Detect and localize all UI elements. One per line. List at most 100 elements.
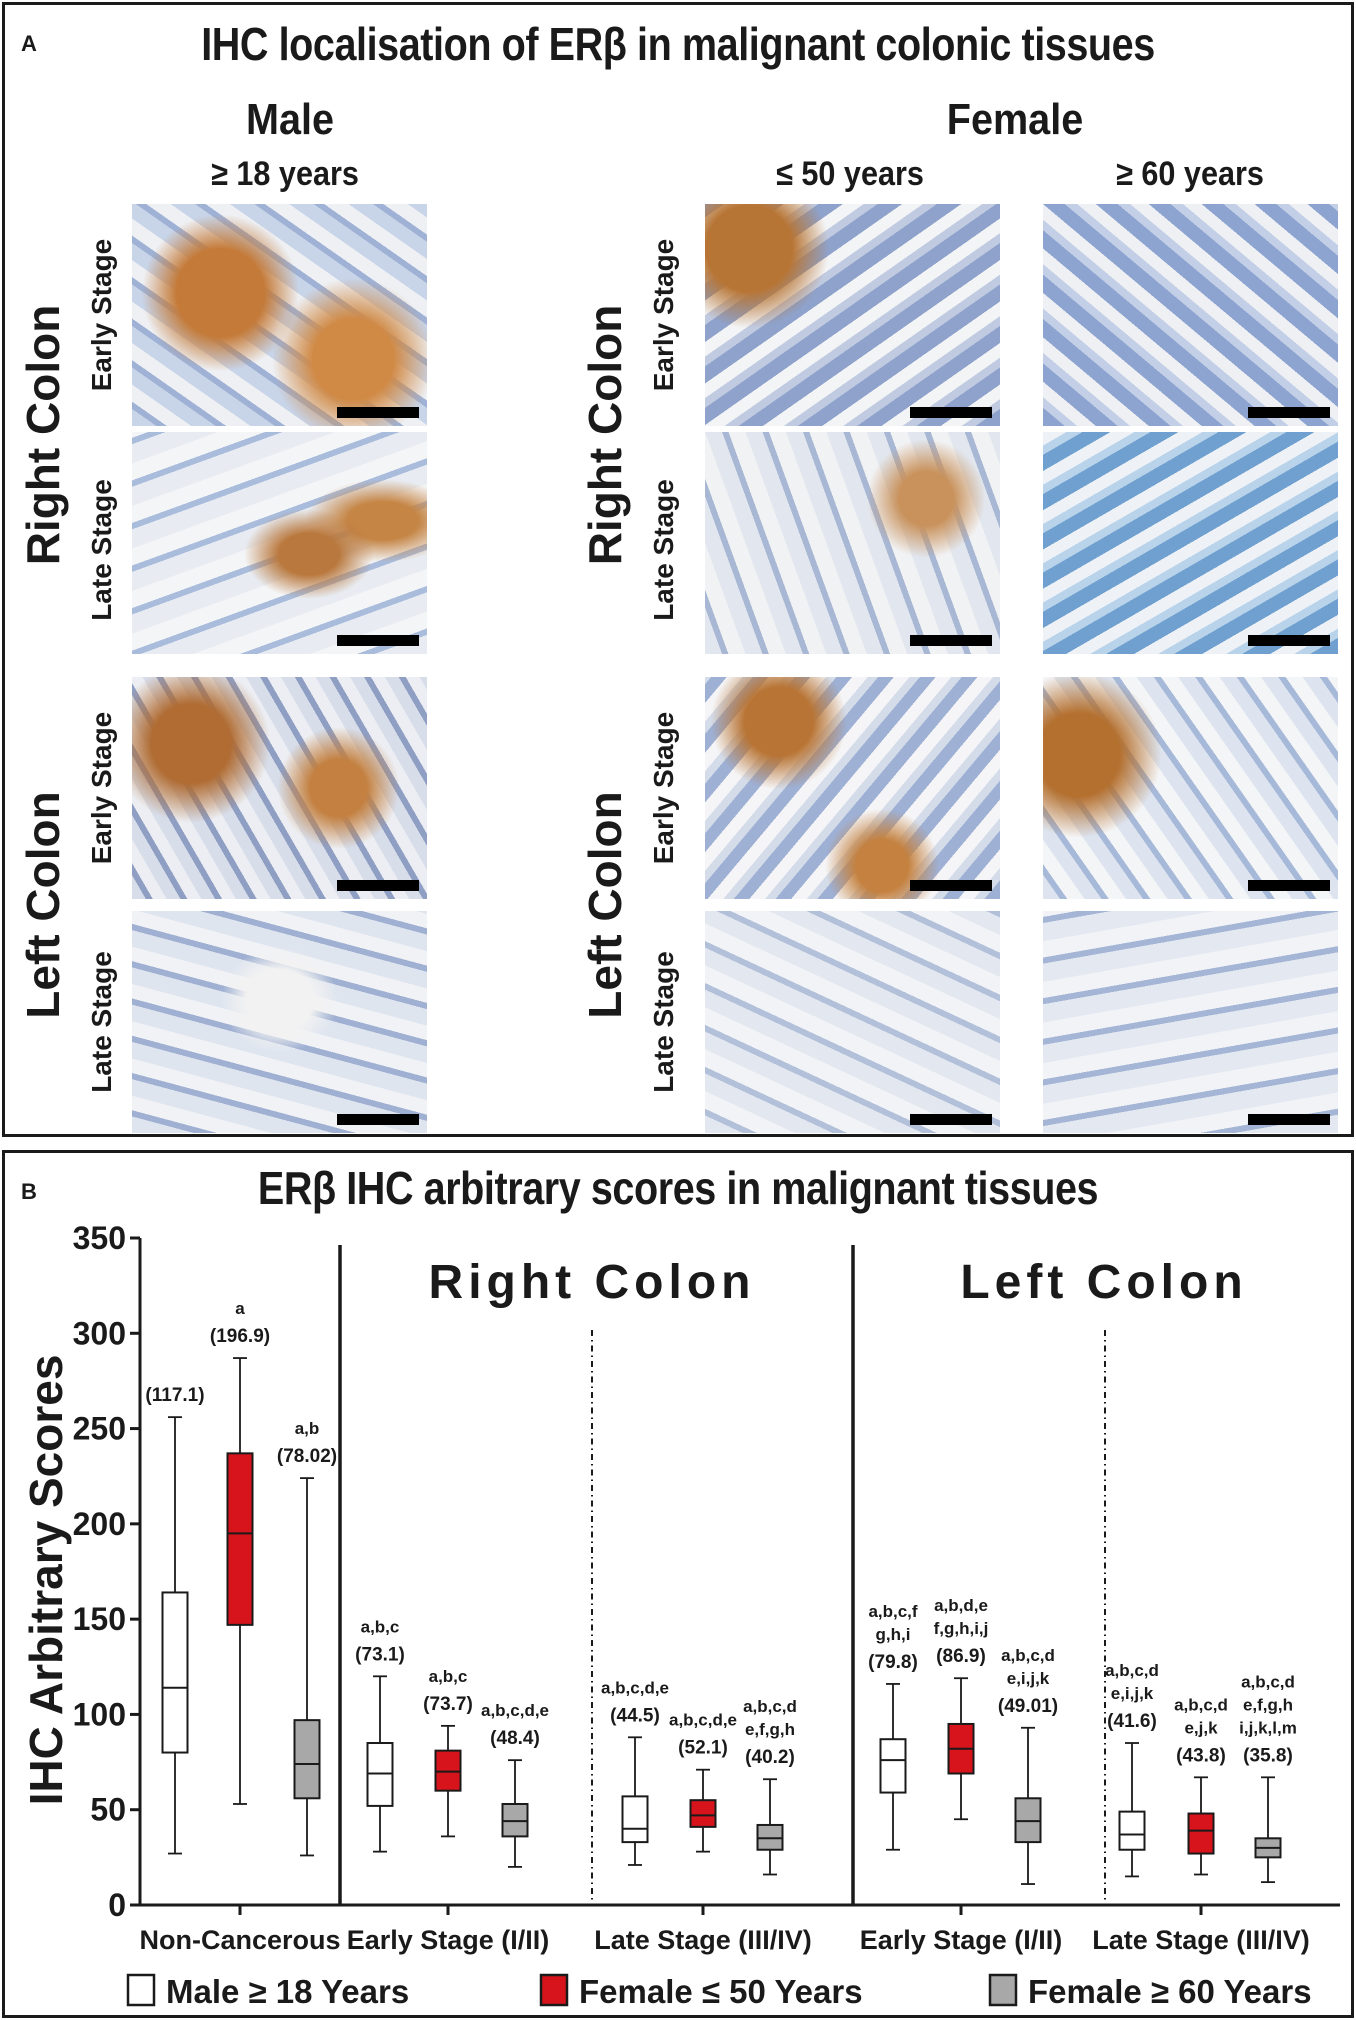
scale-bar [337, 1114, 419, 1125]
mean-label: (78.02) [277, 1446, 337, 1467]
box-female_young-4: (43.8) a,b,c,d e,j,k [1174, 1695, 1228, 1876]
box-iqr [879, 1738, 907, 1794]
region-left-colon-label: Left Colon [960, 1256, 1247, 1309]
mean-label: (48.4) [490, 1728, 540, 1749]
mean-label: (35.8) [1243, 1745, 1293, 1766]
box-iqr [293, 1719, 321, 1800]
scale-bar [910, 635, 992, 646]
scale-bar [1248, 407, 1330, 418]
significance-label: a,b,c,d [743, 1697, 797, 1716]
female-age-young-label: ≤ 50 years [776, 155, 924, 193]
scale-bar [1248, 880, 1330, 891]
panel-b-title: ERβ IHC arbitrary scores in malignant ti… [257, 1162, 1099, 1214]
mean-label: (49.01) [998, 1696, 1058, 1717]
x-tick-label: Early Stage (I/II) [347, 1925, 550, 1955]
panel-b-letter: B [21, 1179, 37, 1204]
panel-a-letter: A [21, 31, 37, 56]
mean-label: (41.6) [1107, 1711, 1157, 1732]
x-tick-label: Early Stage (I/II) [860, 1925, 1063, 1955]
significance-label: a,b,c,d [1001, 1646, 1055, 1665]
box-iqr [621, 1795, 649, 1844]
y-axis-label: IHC Arbitrary Scores [20, 1355, 72, 1806]
legend-swatch-male [126, 1973, 156, 2007]
micrograph-female-young-right-early [705, 204, 1000, 426]
box-female_old-3: (49.01) a,b,c,d e,i,j,k [998, 1646, 1058, 1885]
significance-label: a,b,c,f [868, 1602, 917, 1621]
significance-label: a,b,d,e [934, 1596, 988, 1615]
mean-label: (40.2) [745, 1747, 795, 1768]
significance-label: a,b,c,d,e [669, 1711, 737, 1730]
significance-label: e,i,j,k [1111, 1684, 1154, 1703]
male-header: Male [245, 95, 335, 144]
scale-bar [337, 880, 419, 891]
y-tick-label: 300 [73, 1315, 126, 1351]
scale-bar [1248, 1114, 1330, 1125]
micrograph-female-old-right-late [1043, 432, 1338, 654]
box-iqr [1118, 1810, 1146, 1851]
significance-label: e,i,j,k [1007, 1669, 1050, 1688]
significance-label: a,b,c,d [1105, 1661, 1159, 1680]
micrograph-male-left-early [132, 677, 427, 899]
micrograph-female-young-left-early [705, 677, 1000, 899]
scale-bar [1248, 635, 1330, 646]
box-female_old-2: (40.2) a,b,c,d e,f,g,h [743, 1697, 797, 1876]
box-male-0: (117.1) [145, 1385, 205, 1855]
female-header: Female [946, 95, 1084, 144]
mean-label: (73.7) [423, 1694, 473, 1715]
y-tick-label: 50 [90, 1792, 126, 1828]
significance-label: a,b,c [361, 1617, 400, 1636]
scale-bar [337, 635, 419, 646]
significance-label: e,j,k [1184, 1718, 1218, 1737]
significance-label: a,b,c,d,e [601, 1678, 669, 1697]
significance-label: e,f,g,h [1243, 1695, 1293, 1714]
significance-label: a,b,c,d,e [481, 1701, 549, 1720]
legend-label-male: Male ≥ 18 Years [166, 1973, 409, 2010]
box-male-2: (44.5) a,b,c,d,e [601, 1678, 669, 1866]
significance-label: a [235, 1299, 245, 1318]
y-tick-label: 100 [73, 1696, 126, 1732]
mean-label: (73.1) [355, 1644, 405, 1665]
y-tick-label: 0 [108, 1887, 126, 1923]
female-age-old-label: ≥ 60 years [1116, 155, 1264, 193]
significance-label: a,b,c [429, 1667, 468, 1686]
legend-label-female-young: Female ≤ 50 Years [579, 1973, 863, 2010]
x-tick-label: Non-Cancerous [139, 1925, 340, 1955]
scale-bar [910, 880, 992, 891]
legend-label-female-old: Female ≥ 60 Years [1028, 1973, 1312, 2010]
micrograph-male-right-early [132, 204, 427, 426]
y-tick-label: 150 [73, 1601, 126, 1637]
micrograph-male-left-late [132, 911, 427, 1133]
micrograph-female-old-left-early [1043, 677, 1338, 899]
box-iqr [689, 1799, 717, 1828]
mean-label: (117.1) [145, 1385, 204, 1406]
significance-label: i,j,k,l,m [1239, 1718, 1297, 1737]
significance-label: a,b,c,d [1241, 1672, 1295, 1691]
y-tick-label: 250 [73, 1411, 126, 1447]
box-female_young-1: (73.7) a,b,c [423, 1667, 473, 1838]
mean-label: (43.8) [1176, 1745, 1226, 1766]
significance-label: f,g,h,i,j [934, 1619, 989, 1638]
box-female_old-4: (35.8) a,b,c,d e,f,g,h i,j,k,l,m [1239, 1672, 1297, 1884]
micrograph-female-old-left-late [1043, 911, 1338, 1133]
box-female_young-0: (196.9) a [210, 1299, 270, 1805]
box-male-1: (73.1) a,b,c [355, 1617, 405, 1853]
x-tick-label: Late Stage (III/IV) [594, 1925, 812, 1955]
micrograph-female-young-left-late [705, 911, 1000, 1133]
legend-swatch-female-young [539, 1973, 569, 2007]
scale-bar [337, 407, 419, 418]
box-female_old-0: (78.02) a,b [277, 1419, 337, 1857]
box-iqr [161, 1591, 189, 1754]
significance-label: g,h,i [876, 1625, 911, 1644]
mean-label: (86.9) [936, 1646, 986, 1667]
significance-label: a,b [295, 1419, 320, 1438]
box-iqr [1187, 1812, 1215, 1855]
chart-plot-area: (117.1) (73.1) a,b,c (44.5) a,b,c,d,e (79.8) a… [145, 1299, 1297, 1885]
box-female_old-1: (48.4) a,b,c,d,e [481, 1701, 549, 1868]
box-iqr [226, 1452, 254, 1626]
panel-a-title: IHC localisation of ERβ in malignant col… [201, 18, 1155, 70]
mean-label: (52.1) [678, 1738, 728, 1759]
legend-swatch-female-old [988, 1973, 1018, 2007]
y-tick-label: 200 [73, 1506, 126, 1542]
